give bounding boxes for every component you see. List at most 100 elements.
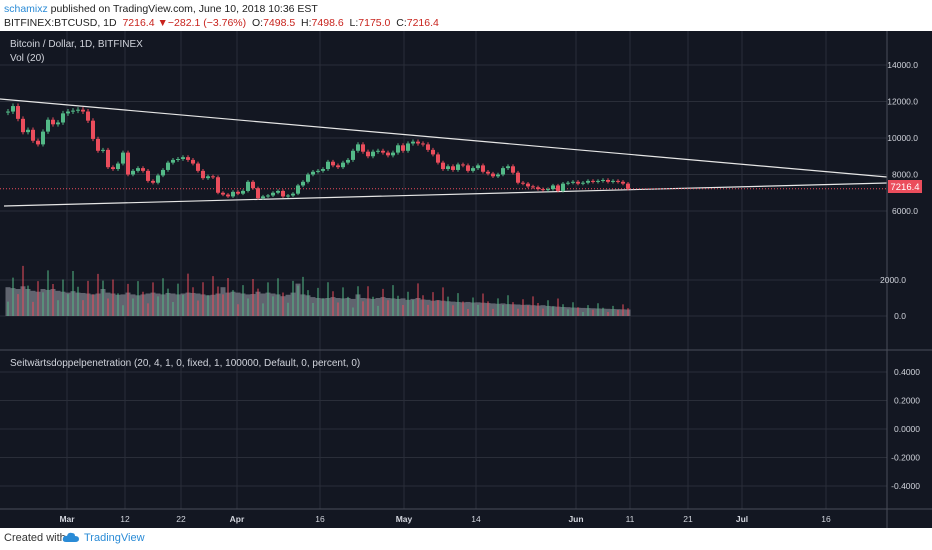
time-tick-label: 16 [821,514,831,524]
candle-body [476,165,480,169]
candle-body [431,149,435,155]
candle-body [301,181,305,186]
candle-body [616,180,620,182]
low-label: L: [349,17,359,29]
chart-area[interactable]: 6000.0 8000.0 10000.0 12000.0 14000.0 2000.0 0… [0,31,932,528]
candle-body [21,118,25,133]
volume-tick-label: 2000.0 [880,275,906,285]
candle-body [601,179,605,181]
candle-body [501,168,505,175]
candle-body [351,150,355,160]
candle-body [461,164,465,166]
candle-body [236,191,240,194]
price-chart[interactable]: 6000.0 8000.0 10000.0 12000.0 14000.0 2000.0 0… [0,31,932,528]
indicator-tick-label: 0.0000 [894,424,920,434]
indicator-tick-label: 0.2000 [894,396,920,406]
candle-body [536,187,540,190]
candle-body [261,196,265,199]
candle-body [596,180,600,182]
candle-body [16,106,20,119]
candle-body [116,163,120,170]
price-tick-label: 10000.0 [887,133,918,143]
candle-body [161,169,165,176]
candle-body [611,180,615,182]
candle-body [526,183,530,187]
candle-body [406,143,410,151]
trendlines[interactable] [0,98,888,207]
candle-body [256,188,260,199]
time-tick-label: Mar [59,514,75,524]
open-value: 7498.5 [263,17,296,29]
candle-body [271,192,275,196]
tradingview-cloud-icon[interactable] [62,531,80,546]
candle-body [586,180,590,183]
candle-body [206,176,210,179]
indicator-tick-label: -0.2000 [891,453,920,463]
last-price-tag [888,180,922,193]
candle-body [166,162,170,170]
candle-body [416,141,420,144]
candle-body [506,166,510,169]
time-tick-label: 16 [315,514,325,524]
price-tick-label: 8000.0 [892,170,918,180]
candle-body [401,145,405,151]
candle-body [356,144,360,151]
candle-body [346,159,350,163]
time-tick-label: 22 [176,514,186,524]
close-label: C: [396,17,407,29]
candle-body [216,177,220,193]
candle-body [456,164,460,170]
time-tick-label: 11 [626,514,635,524]
candle-body [626,183,630,189]
candle-body [316,170,320,172]
candle-body [71,110,75,112]
last-price: 7216.4 [122,17,155,29]
candle-body [211,176,215,178]
candle-body [241,190,245,194]
candle-body [76,109,80,111]
price-tick-label: 6000.0 [892,206,918,216]
symbol-label: BITFINEX:BTCUSD, 1D [4,17,117,29]
candle-body [141,168,145,171]
candle-body [131,170,135,175]
candle-body [441,162,445,170]
candle-body [96,138,100,151]
candle-body [201,170,205,179]
candle-body [171,159,175,163]
indicator-tick-label: 0.4000 [894,367,920,377]
candle-body [326,161,330,170]
time-tick-label: Apr [230,514,245,524]
tradingview-link[interactable]: TradingView [84,532,145,544]
lower-trendline [3,182,888,207]
indicator-tick-label: -0.4000 [891,481,920,491]
candle-body [191,159,195,164]
candle-body [496,174,500,177]
candle-body [491,173,495,177]
candle-body [121,152,125,164]
author-link[interactable]: schamixz [4,3,48,15]
time-tick-label: May [396,514,413,524]
candle-body [176,158,180,160]
candle-body [391,152,395,156]
candle-body [331,161,335,166]
time-tick-label: 12 [120,514,130,524]
candle-body [231,191,235,197]
candle-body [91,120,95,139]
candle-body [36,140,40,145]
candle-body [436,154,440,163]
candle-body [381,150,385,153]
candle-body [6,111,10,113]
candle-body [196,163,200,171]
candle-body [591,180,595,182]
candle-body [66,111,70,114]
volume-bars [5,265,631,316]
candle-body [266,195,270,197]
candle-body [306,174,310,182]
candle-body [481,165,485,172]
candle-body [561,183,565,191]
high-label: H: [301,17,312,29]
low-value: 7175.0 [358,17,391,29]
time-tick-label: 14 [471,514,481,524]
candle-body [221,192,225,195]
volume-tick-label: 0.0 [894,311,906,321]
